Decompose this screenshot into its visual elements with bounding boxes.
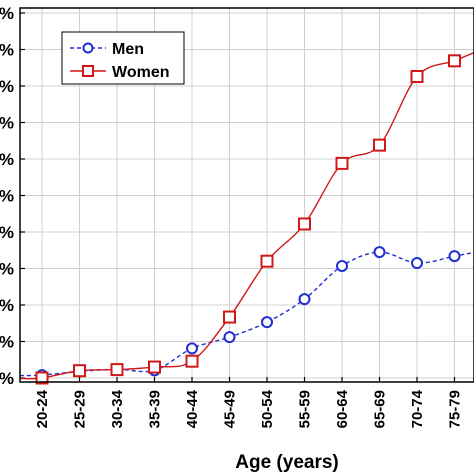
data-point-women bbox=[110, 363, 124, 377]
data-point-men bbox=[261, 316, 273, 329]
series-line-women bbox=[19, 52, 474, 380]
x-tick-label: 40-44 bbox=[184, 389, 201, 428]
x-tick-label: 60-64 bbox=[334, 389, 351, 428]
data-point-women bbox=[448, 54, 461, 68]
data-point-women bbox=[298, 217, 311, 231]
data-point-men bbox=[448, 250, 461, 263]
data-point-women bbox=[73, 364, 86, 378]
x-tick-label: 25-29 bbox=[72, 390, 89, 428]
y-tick-label: % bbox=[0, 296, 14, 315]
y-axis-ticks: %%%%%%%%%%% bbox=[0, 4, 25, 388]
grid-lines bbox=[20, 8, 474, 382]
y-tick-label: % bbox=[0, 4, 14, 23]
plot-frame bbox=[19, 7, 474, 383]
data-point-women bbox=[148, 360, 161, 374]
y-tick-label: % bbox=[0, 369, 14, 388]
y-tick-label: % bbox=[0, 77, 14, 96]
x-axis-label: Age (years) bbox=[235, 452, 339, 473]
x-tick-label: 70-74 bbox=[409, 389, 426, 428]
data-point-women bbox=[373, 138, 386, 152]
data-point-men bbox=[373, 246, 386, 259]
y-tick-label: % bbox=[0, 150, 14, 169]
y-tick-label: % bbox=[0, 187, 14, 206]
data-point-women bbox=[35, 371, 49, 385]
x-tick-label: 75-79 bbox=[447, 390, 464, 428]
y-tick-label: % bbox=[0, 41, 14, 60]
data-point-women bbox=[410, 70, 424, 84]
y-tick-label: % bbox=[0, 333, 14, 352]
x-tick-label: 35-39 bbox=[147, 390, 164, 428]
x-axis-ticks: 20-24 25-29 30-34 35-39 40-44 45-49 50-54 55-59… bbox=[34, 377, 464, 428]
data-point-men bbox=[186, 342, 198, 355]
data-point-men bbox=[298, 293, 311, 306]
y-tick-label: % bbox=[0, 223, 14, 242]
legend-men-marker bbox=[82, 42, 94, 54]
data-point-women bbox=[260, 254, 274, 268]
x-tick-label: 50-54 bbox=[259, 389, 276, 428]
data-point-men bbox=[223, 331, 236, 344]
x-tick-label: 45-49 bbox=[222, 390, 239, 428]
data-point-women bbox=[335, 156, 349, 170]
data-point-men bbox=[411, 257, 423, 270]
series-line-men bbox=[19, 251, 474, 377]
y-tick-label: % bbox=[0, 260, 14, 279]
legend-women-label: Women bbox=[112, 64, 169, 81]
legend-women-marker bbox=[82, 65, 94, 77]
x-tick-label: 55-59 bbox=[297, 390, 314, 428]
legend-men-label: Men bbox=[112, 41, 144, 58]
data-point-men bbox=[336, 259, 348, 272]
legend: Men Women bbox=[61, 31, 185, 85]
data-point-women bbox=[185, 354, 199, 368]
data-point-women bbox=[223, 310, 236, 324]
y-tick-label: % bbox=[0, 114, 14, 133]
x-tick-label: 30-34 bbox=[109, 389, 126, 428]
x-tick-label: 65-69 bbox=[372, 390, 389, 428]
x-tick-label: 20-24 bbox=[34, 389, 51, 428]
series-layer bbox=[19, 52, 474, 385]
